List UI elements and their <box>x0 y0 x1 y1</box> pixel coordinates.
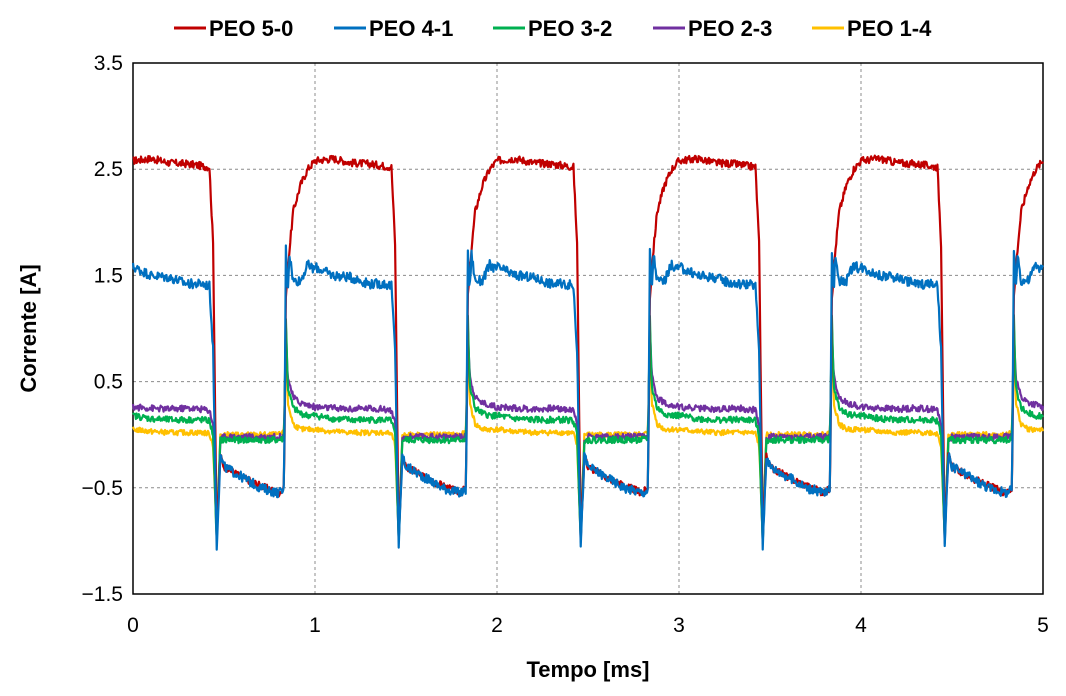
legend-label: PEO 5-0 <box>209 16 293 41</box>
legend: PEO 5-0 PEO 4-1 PEO 3-2 PEO 2-3 PEO 1-4 <box>174 16 932 41</box>
x-tick-label: 0 <box>127 614 139 637</box>
grid <box>133 63 1043 594</box>
legend-item: PEO 4-1 <box>334 16 453 41</box>
legend-label: PEO 2-3 <box>688 16 772 41</box>
legend-item: PEO 5-0 <box>174 16 293 41</box>
x-tick-label: 2 <box>491 614 503 637</box>
series-line-peo-5-0 <box>132 154 1044 541</box>
legend-label: PEO 4-1 <box>369 16 453 41</box>
x-tick-label: 5 <box>1037 614 1049 637</box>
x-tick-label: 4 <box>855 614 867 637</box>
y-tick-label: 2.5 <box>94 158 123 181</box>
y-tick-label: 3.5 <box>94 52 123 75</box>
x-axis-title: Tempo [ms] <box>526 657 649 682</box>
x-tick-label: 1 <box>309 614 321 637</box>
legend-item: PEO 2-3 <box>653 16 772 41</box>
series-line-peo-4-1 <box>131 244 1044 551</box>
legend-label: PEO 1-4 <box>847 16 932 41</box>
plot-frame <box>132 62 1044 595</box>
legend-item: PEO 1-4 <box>812 16 932 41</box>
y-tick-label: −1.5 <box>82 583 123 606</box>
y-tick-label: 1.5 <box>94 264 123 287</box>
x-tick-label: 3 <box>673 614 685 637</box>
series-layer <box>131 154 1045 551</box>
series-line-peo-1-4 <box>131 325 1045 539</box>
tick-labels: −1.5 −0.5 0.5 1.5 2.5 3.5 0 1 2 3 4 5 <box>82 52 1049 637</box>
y-tick-label: −0.5 <box>82 477 123 500</box>
y-axis-title: Corrente [A] <box>16 264 41 392</box>
legend-label: PEO 3-2 <box>528 16 612 41</box>
y-tick-label: 0.5 <box>94 371 123 394</box>
legend-item: PEO 3-2 <box>493 16 612 41</box>
